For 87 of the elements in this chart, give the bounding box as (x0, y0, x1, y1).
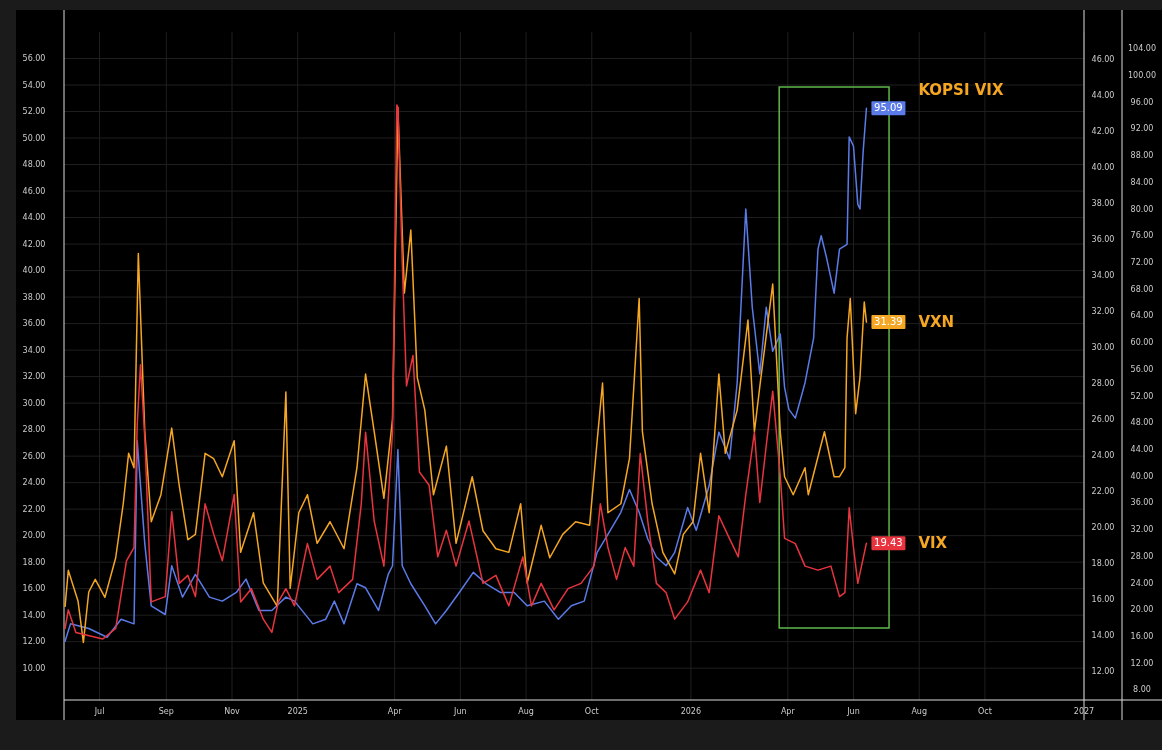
x-tick-label: Oct (584, 706, 599, 716)
y3-tick-label: 56.00 (1130, 364, 1154, 374)
y3-tick-label: 48.00 (1130, 418, 1154, 428)
y3-tick-label: 92.00 (1130, 124, 1154, 134)
y-tick-label: 32.00 (22, 372, 46, 382)
data-label: 95.09 (874, 102, 903, 114)
x-tick-label: 2026 (680, 706, 702, 716)
data-label: 19.43 (874, 537, 903, 549)
x-tick-label: Apr (387, 706, 403, 716)
y3-tick-label: 28.00 (1130, 551, 1154, 561)
y-tick-label: 40.00 (22, 266, 46, 276)
y-tick-label: 38.00 (22, 292, 46, 302)
y2-tick-label: 30.00 (1091, 342, 1115, 352)
y2-tick-label: 22.00 (1091, 486, 1115, 496)
y3-tick-label: 40.00 (1130, 471, 1154, 481)
y3-tick-label: 20.00 (1130, 605, 1154, 615)
y-tick-label: 50.00 (22, 133, 46, 143)
y3-tick-label: 44.00 (1130, 445, 1154, 454)
y3-tick-label: 24.00 (1130, 578, 1154, 588)
y-tick-label: 54.00 (22, 80, 46, 90)
y2-tick-label: 18.00 (1091, 558, 1115, 568)
y2-tick-label: 20.00 (1091, 522, 1115, 532)
y-tick-label: 16.00 (22, 584, 46, 594)
y3-tick-label: 76.00 (1130, 231, 1154, 241)
legend-label: VXN (918, 312, 955, 331)
y-tick-label: 42.00 (22, 239, 46, 249)
y-tick-label: 28.00 (22, 425, 46, 435)
y3-tick-label: 12.00 (1130, 658, 1154, 668)
y-tick-label: 24.00 (22, 478, 46, 488)
y3-tick-label: 52.00 (1130, 391, 1154, 401)
y3-tick-label: 36.00 (1130, 498, 1154, 508)
y-tick-label: 52.00 (22, 107, 46, 117)
y3-tick-label: 104.00 (1128, 44, 1156, 54)
y-tick-label: 18.00 (22, 557, 46, 567)
y2-tick-label: 34.00 (1091, 270, 1115, 280)
y3-tick-label: 96.00 (1130, 97, 1154, 107)
y2-tick-label: 28.00 (1091, 378, 1115, 388)
y-tick-label: 36.00 (22, 319, 46, 329)
x-tick-label: Apr (780, 706, 796, 716)
y2-tick-label: 24.00 (1091, 450, 1115, 460)
y-tick-label: 46.00 (22, 186, 46, 196)
y-tick-label: 26.00 (22, 451, 46, 461)
y3-tick-label: 16.00 (1130, 632, 1154, 642)
y2-tick-label: 46.00 (1091, 54, 1115, 64)
y2-tick-label: 26.00 (1091, 414, 1115, 424)
data-label: 31.39 (874, 316, 903, 328)
y-tick-label: 14.00 (22, 610, 46, 620)
x-tick-label: Aug (911, 706, 928, 716)
x-tick-label: Aug (518, 706, 534, 716)
y3-tick-label: 32.00 (1130, 525, 1154, 535)
y3-tick-label: 100.00 (1128, 70, 1156, 80)
y2-tick-label: 16.00 (1091, 594, 1115, 604)
y-tick-label: 56.00 (22, 54, 46, 64)
x-tick-label: Jun (846, 706, 860, 716)
y-tick-label: 22.00 (22, 504, 46, 514)
y-tick-label: 48.00 (22, 160, 46, 170)
text: KOPSI VIX (918, 80, 1004, 99)
y3-tick-label: 60.00 (1130, 338, 1154, 348)
x-tick-label: Jun (453, 706, 467, 716)
y3-tick-label: 80.00 (1130, 204, 1154, 214)
y-tick-label: 44.00 (22, 213, 46, 223)
y2-tick-label: 14.00 (1091, 630, 1115, 640)
y2-tick-label: 32.00 (1091, 306, 1115, 316)
y-tick-label: 20.00 (22, 531, 46, 541)
x-tick-label: Nov (224, 706, 241, 716)
y-tick-label: 34.00 (22, 345, 46, 355)
y-tick-label: 10.00 (22, 663, 46, 673)
y2-tick-label: 38.00 (1091, 198, 1115, 208)
y3-tick-label: 68.00 (1130, 284, 1154, 294)
y3-tick-label: 64.00 (1130, 311, 1154, 321)
y2-tick-label: 36.00 (1091, 234, 1115, 244)
y2-tick-label: 12.00 (1091, 666, 1115, 676)
y3-tick-label: 84.00 (1130, 177, 1154, 187)
y3-tick-label: 72.00 (1130, 257, 1154, 267)
x-tick-label: 2027 (1073, 706, 1095, 716)
legend-label: VIX (918, 533, 948, 552)
x-tick-label: 2025 (287, 706, 308, 716)
y2-tick-label: 42.00 (1091, 126, 1115, 136)
x-tick-label: Sep (158, 706, 174, 716)
x-tick-label: Jul (93, 706, 105, 716)
y3-tick-label: 88.00 (1130, 151, 1154, 161)
y-tick-label: 12.00 (22, 637, 46, 647)
y2-tick-label: 40.00 (1091, 162, 1115, 172)
y3-tick-label: 8.00 (1133, 685, 1151, 695)
y2-tick-label: 44.00 (1091, 90, 1115, 100)
x-tick-label: Oct (977, 706, 992, 716)
y-tick-label: 30.00 (22, 398, 46, 408)
